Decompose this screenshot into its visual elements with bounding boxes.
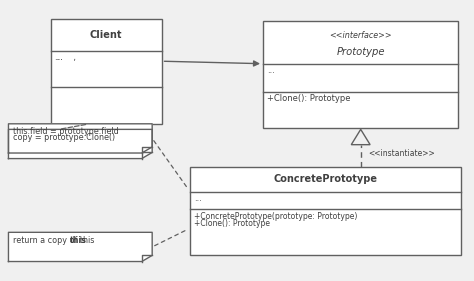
Text: +Clone(): Prototype: +Clone(): Prototype: [194, 219, 270, 228]
Polygon shape: [9, 232, 152, 262]
Text: ...: ...: [194, 194, 201, 203]
Text: this: this: [70, 236, 87, 245]
Text: Prototype: Prototype: [337, 47, 385, 57]
Text: <<instantiate>>: <<instantiate>>: [368, 149, 435, 158]
Text: <<interface>>: <<interface>>: [329, 31, 392, 40]
Bar: [190, 167, 461, 255]
Bar: [263, 21, 458, 128]
Text: copy = prototype.Clone(): copy = prototype.Clone(): [13, 133, 115, 142]
Text: ConcretePrototype: ConcretePrototype: [273, 175, 377, 184]
Text: ...: ...: [55, 53, 63, 62]
Bar: [51, 19, 162, 124]
Text: +Clone(): Prototype: +Clone(): Prototype: [267, 94, 350, 103]
Text: ...: ...: [267, 66, 274, 75]
Text: return a copy of this: return a copy of this: [13, 236, 94, 245]
Polygon shape: [9, 124, 152, 153]
Polygon shape: [9, 129, 152, 158]
Text: Client: Client: [90, 30, 122, 40]
Text: this.field = prototype.field: this.field = prototype.field: [13, 127, 119, 136]
Text: ...    ,: ... ,: [55, 53, 76, 62]
Text: +ConcretePrototype(prototype: Prototype): +ConcretePrototype(prototype: Prototype): [194, 212, 357, 221]
